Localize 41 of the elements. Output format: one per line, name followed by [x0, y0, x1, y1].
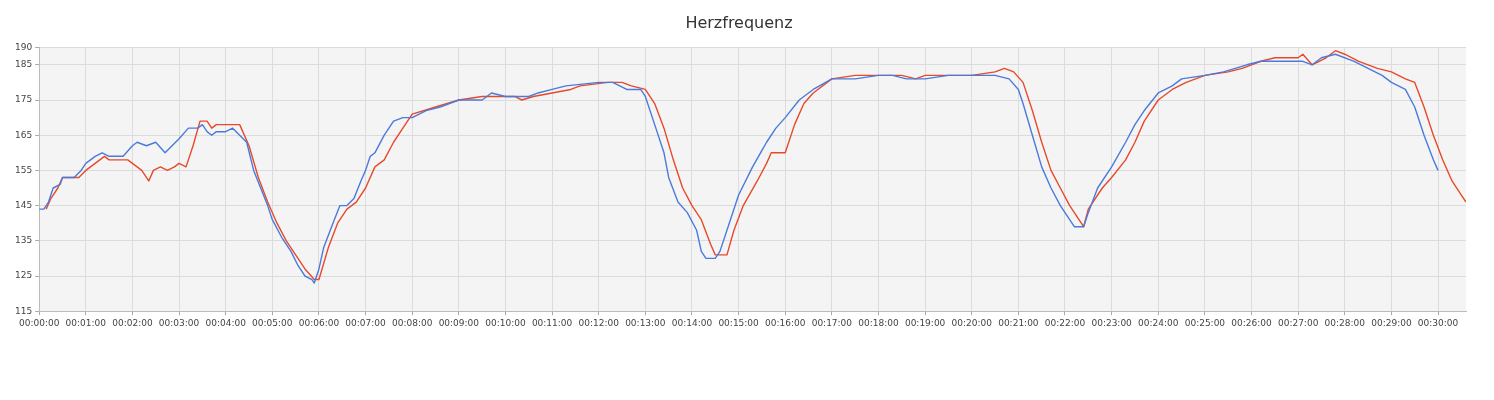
x-tick-label: 00:12:00	[578, 317, 620, 328]
x-tick-label: 00:17:00	[811, 317, 853, 328]
chart-title: Herzfrequenz	[685, 12, 793, 32]
x-tick-label: 00:20:00	[951, 317, 993, 328]
x-tick-label: 00:06:00	[298, 317, 340, 328]
x-tick-label: 00:01:00	[65, 317, 107, 328]
y-tick-label: 165	[14, 129, 33, 140]
x-tick-label: 00:23:00	[1091, 317, 1133, 328]
x-tick-label: 00:04:00	[205, 317, 247, 328]
x-tick-label: 00:05:00	[252, 317, 293, 328]
x-tick-label: 00:07:00	[345, 317, 387, 328]
y-tick-label: 190	[14, 41, 33, 52]
x-tick-label: 00:02:00	[112, 317, 153, 328]
x-tick-label: 00:00:00	[18, 317, 60, 328]
x-tick-label: 00:30:00	[1417, 317, 1459, 328]
x-tick-label: 00:22:00	[1044, 317, 1086, 328]
x-tick-label: 00:24:00	[1138, 317, 1179, 328]
y-tick-label: 135	[14, 235, 33, 246]
y-tick-label: 125	[14, 270, 33, 281]
y-tick-label: 115	[14, 305, 33, 316]
x-tick-label: 00:16:00	[765, 317, 806, 328]
x-tick-label: 00:14:00	[671, 317, 713, 328]
y-tick-label: 155	[14, 164, 33, 175]
y-tick-label: 185	[14, 59, 33, 70]
x-tick-label: 00:19:00	[904, 317, 946, 328]
y-tick-label: 145	[14, 199, 33, 210]
x-tick-label: 00:10:00	[485, 317, 526, 328]
x-tick-label: 00:03:00	[158, 317, 200, 328]
x-tick-label: 00:29:00	[1371, 317, 1412, 328]
x-tick-label: 00:27:00	[1277, 317, 1319, 328]
x-tick-label: 00:11:00	[531, 317, 573, 328]
x-tick-label: 00:15:00	[718, 317, 760, 328]
x-tick-label: 00:18:00	[858, 317, 899, 328]
x-tick-label: 00:25:00	[1184, 317, 1226, 328]
x-tick-label: 00:26:00	[1231, 317, 1272, 328]
x-tick-label: 00:09:00	[438, 317, 480, 328]
x-tick-label: 00:28:00	[1324, 317, 1366, 328]
x-tick-label: 00:21:00	[998, 317, 1039, 328]
x-tick-label: 00:13:00	[625, 317, 666, 328]
x-tick-label: 00:08:00	[391, 317, 433, 328]
y-tick-label: 175	[14, 94, 33, 105]
